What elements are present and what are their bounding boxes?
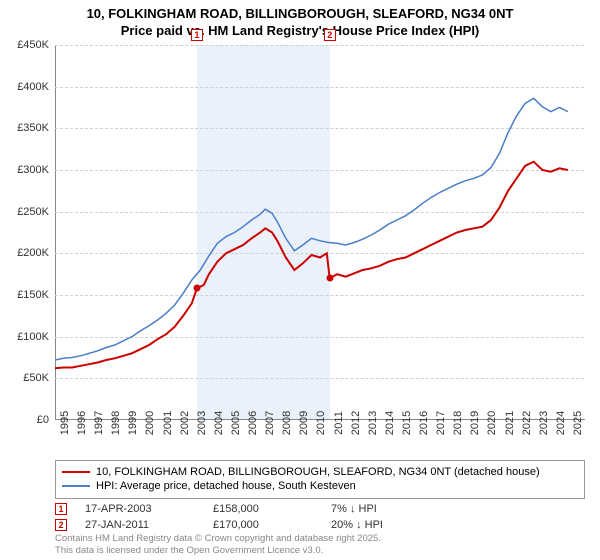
chart-title: 10, FOLKINGHAM ROAD, BILLINGBOROUGH, SLE…: [0, 0, 600, 40]
sale-marker-inline: 2: [55, 519, 67, 531]
plot-area: 12 £0£50K£100K£150K£200K£250K£300K£350K£…: [55, 45, 585, 420]
legend-row-price-paid: 10, FOLKINGHAM ROAD, BILLINGBOROUGH, SLE…: [62, 465, 578, 479]
title-line-1: 10, FOLKINGHAM ROAD, BILLINGBOROUGH, SLE…: [87, 6, 514, 21]
ytick-label: £300K: [1, 164, 49, 176]
sale-diff: 20% ↓ HPI: [331, 519, 383, 531]
line-series-svg: [55, 45, 585, 420]
sale-dot: [193, 285, 200, 292]
legend-and-sales: 10, FOLKINGHAM ROAD, BILLINGBOROUGH, SLE…: [55, 460, 585, 531]
ytick-label: £400K: [1, 81, 49, 93]
ytick-label: £350K: [1, 122, 49, 134]
series-hpi: [55, 98, 568, 360]
chart-container: 10, FOLKINGHAM ROAD, BILLINGBOROUGH, SLE…: [0, 0, 600, 560]
sale-dot: [326, 275, 333, 282]
sale-row: 2 27-JAN-2011 £170,000 20% ↓ HPI: [55, 519, 585, 531]
sale-marker: 1: [191, 29, 203, 41]
ytick-label: £50K: [1, 372, 49, 384]
sale-marker: 2: [324, 29, 336, 41]
sale-price: £158,000: [213, 503, 313, 515]
legend-label-price-paid: 10, FOLKINGHAM ROAD, BILLINGBOROUGH, SLE…: [96, 465, 540, 479]
ytick-label: £450K: [1, 39, 49, 51]
legend-label-hpi: HPI: Average price, detached house, Sout…: [96, 479, 356, 493]
license-line-1: Contains HM Land Registry data © Crown c…: [55, 533, 381, 544]
ytick-label: £100K: [1, 331, 49, 343]
legend-box: 10, FOLKINGHAM ROAD, BILLINGBOROUGH, SLE…: [55, 460, 585, 499]
ytick-label: £200K: [1, 247, 49, 259]
swatch-price-paid: [62, 471, 90, 473]
swatch-hpi: [62, 485, 90, 487]
sale-price: £170,000: [213, 519, 313, 531]
legend-row-hpi: HPI: Average price, detached house, Sout…: [62, 479, 578, 493]
license-line-2: This data is licensed under the Open Gov…: [55, 545, 323, 556]
ytick-label: £0: [1, 414, 49, 426]
sale-marker-inline: 1: [55, 503, 67, 515]
sale-date: 27-JAN-2011: [85, 519, 195, 531]
ytick-label: £250K: [1, 206, 49, 218]
sale-diff: 7% ↓ HPI: [331, 503, 377, 515]
license-text: Contains HM Land Registry data © Crown c…: [55, 533, 381, 556]
sale-row: 1 17-APR-2003 £158,000 7% ↓ HPI: [55, 503, 585, 515]
title-line-2: Price paid vs. HM Land Registry's House …: [121, 23, 480, 38]
ytick-label: £150K: [1, 289, 49, 301]
sale-date: 17-APR-2003: [85, 503, 195, 515]
